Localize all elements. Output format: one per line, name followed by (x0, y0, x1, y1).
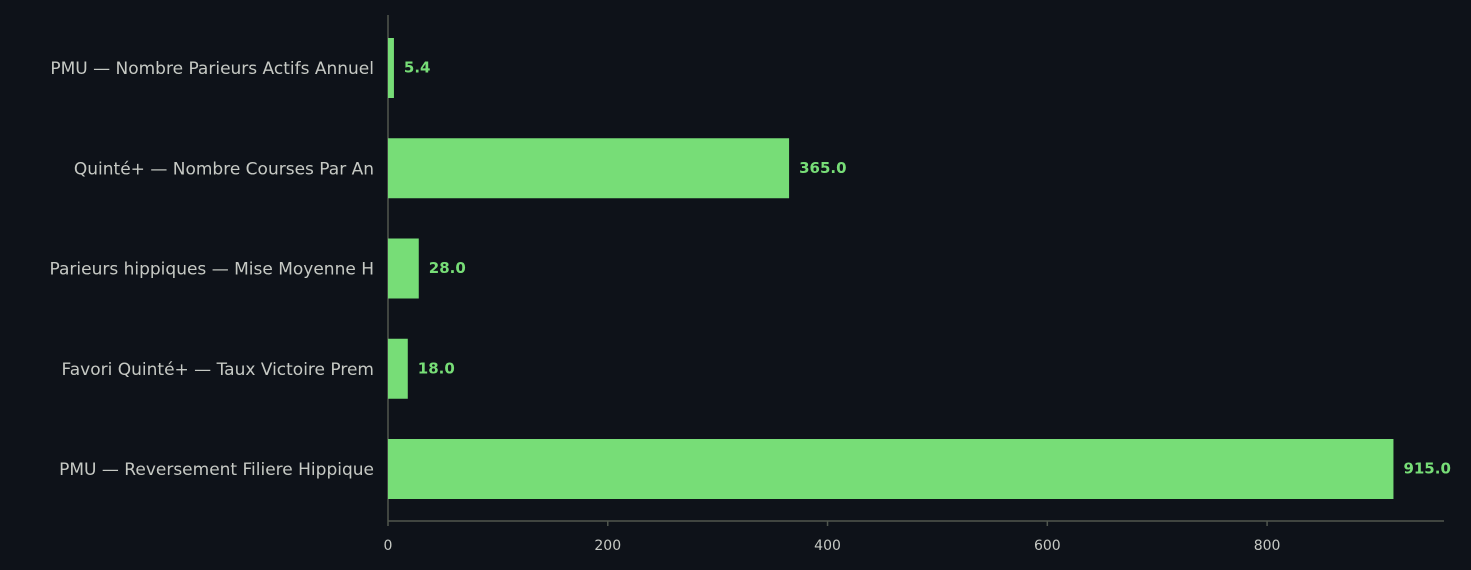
bar (388, 238, 419, 299)
bar (388, 338, 408, 399)
y-tick-label: Parieurs hippiques — Mise Moyenne H (50, 260, 375, 280)
bar (388, 38, 394, 98)
x-tick-label: 0 (384, 538, 393, 554)
x-tick-label: 800 (1254, 538, 1281, 554)
y-tick-label: PMU — Reversement Filiere Hippique (59, 460, 374, 480)
x-tick-label: 200 (594, 538, 621, 554)
bar (388, 138, 790, 199)
value-label: 915.0 (1403, 460, 1450, 478)
value-label: 28.0 (429, 259, 466, 277)
y-tick-label: Quinté+ — Nombre Courses Par An (74, 159, 374, 179)
bar (388, 439, 1394, 499)
x-tick-label: 600 (1034, 538, 1061, 554)
value-label: 5.4 (404, 59, 431, 77)
value-label: 365.0 (799, 159, 846, 177)
y-tick-label: Favori Quinté+ — Taux Victoire Prem (62, 360, 374, 380)
value-label: 18.0 (418, 359, 455, 377)
y-tick-label: PMU — Nombre Parieurs Actifs Annuel (50, 59, 374, 79)
x-tick-label: 400 (814, 538, 841, 554)
